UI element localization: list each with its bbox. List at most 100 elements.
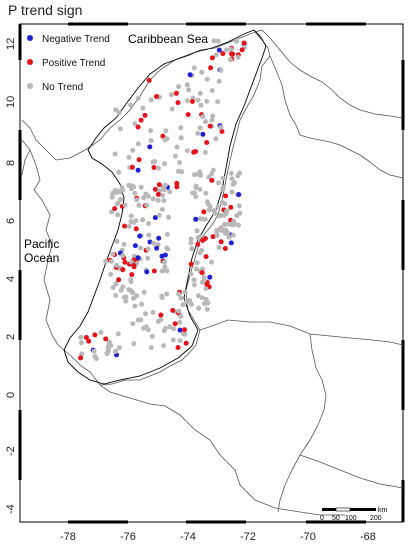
station-dot xyxy=(128,288,134,293)
station-dot xyxy=(198,102,204,108)
station-dot xyxy=(188,236,194,242)
station-dot xyxy=(191,65,197,71)
station-dot xyxy=(145,193,151,199)
station-dot xyxy=(230,232,236,238)
station-dot xyxy=(195,130,201,136)
station-dot xyxy=(220,187,226,193)
station-dot xyxy=(184,82,190,88)
station-dot xyxy=(200,131,206,137)
station-dot xyxy=(109,194,115,200)
station-dot xyxy=(110,285,116,290)
station-dot xyxy=(204,98,210,104)
station-dot xyxy=(151,268,157,274)
station-dot xyxy=(199,295,205,301)
station-dot xyxy=(218,67,224,73)
station-dot xyxy=(174,144,180,150)
station-dot xyxy=(148,138,154,144)
station-dot xyxy=(119,185,125,191)
station-dot xyxy=(110,251,116,257)
station-dot xyxy=(114,238,120,244)
station-dot xyxy=(228,204,234,210)
station-dot xyxy=(178,295,184,301)
station-dot xyxy=(120,253,126,259)
station-dot xyxy=(135,317,141,323)
station-dot xyxy=(83,335,89,340)
station-dot xyxy=(78,355,84,361)
station-dot xyxy=(197,250,203,256)
station-dot xyxy=(162,326,168,331)
station-dot xyxy=(195,97,201,103)
station-dot xyxy=(197,186,203,192)
station-dot xyxy=(148,128,154,134)
station-dot xyxy=(128,213,134,219)
station-dot xyxy=(120,267,126,273)
station-dot xyxy=(137,233,143,239)
lat-tick-label: -2 xyxy=(5,446,17,456)
station-dot xyxy=(159,295,165,301)
station-dot xyxy=(187,298,193,303)
station-dot xyxy=(180,331,186,337)
station-dot xyxy=(128,219,134,225)
station-dot xyxy=(141,289,147,295)
station-dot xyxy=(98,329,104,335)
station-dot xyxy=(194,228,200,234)
lon-tick-label: -76 xyxy=(120,531,136,543)
station-dot xyxy=(155,191,161,197)
station-dot xyxy=(138,245,144,251)
station-dot xyxy=(140,217,146,223)
station-dot xyxy=(152,215,158,221)
station-dot xyxy=(151,240,157,246)
station-dot xyxy=(199,69,205,75)
scale-label-50: 50 xyxy=(332,515,340,522)
station-dot xyxy=(103,336,109,342)
station-dot xyxy=(204,76,210,82)
station-dot xyxy=(210,234,216,240)
station-dot xyxy=(226,221,231,227)
station-dot xyxy=(188,240,194,246)
station-dot xyxy=(135,95,141,101)
station-dot xyxy=(224,208,230,214)
caribbean-sea-label: Caribbean Sea xyxy=(128,32,208,46)
station-dot xyxy=(108,271,114,277)
station-dot xyxy=(193,216,199,222)
station-dot xyxy=(145,246,151,252)
station-dot xyxy=(78,334,84,340)
station-dot xyxy=(195,293,201,299)
frame-ticks xyxy=(18,22,405,524)
station-dot xyxy=(218,239,224,245)
lon-tick-label: -68 xyxy=(360,531,376,543)
station-dot xyxy=(177,160,183,166)
station-dot xyxy=(162,161,168,167)
station-dot xyxy=(193,185,199,191)
station-dot xyxy=(209,117,215,123)
colombia-boundary xyxy=(63,29,267,385)
station-dot xyxy=(129,272,135,278)
station-dot xyxy=(209,55,215,61)
station-dot xyxy=(209,259,215,265)
station-dot xyxy=(215,99,221,105)
lat-tick-label: 6 xyxy=(5,218,17,224)
station-dot xyxy=(142,112,148,118)
station-dot xyxy=(121,241,127,247)
station-dot xyxy=(182,327,187,333)
station-dot xyxy=(228,170,234,176)
station-dot xyxy=(122,259,128,265)
lon-tick-label: -70 xyxy=(300,531,316,543)
legend-label-no-trend: No Trend xyxy=(42,82,83,93)
station-dot xyxy=(138,117,144,123)
station-dot xyxy=(208,65,214,71)
station-dot xyxy=(215,38,221,44)
station-dot xyxy=(160,133,166,139)
station-dot xyxy=(224,47,229,53)
legend: Negative Trend Positive Trend No Trend xyxy=(27,34,110,93)
station-dot xyxy=(116,345,122,351)
station-dot xyxy=(216,180,222,186)
station-dot xyxy=(191,149,197,155)
station-dot xyxy=(183,340,189,346)
scale-label-200: 200 xyxy=(370,515,382,522)
station-dot xyxy=(165,246,171,252)
station-dot xyxy=(236,192,242,198)
station-dot xyxy=(149,333,155,339)
station-dot xyxy=(130,321,136,327)
station-dot xyxy=(189,246,195,252)
